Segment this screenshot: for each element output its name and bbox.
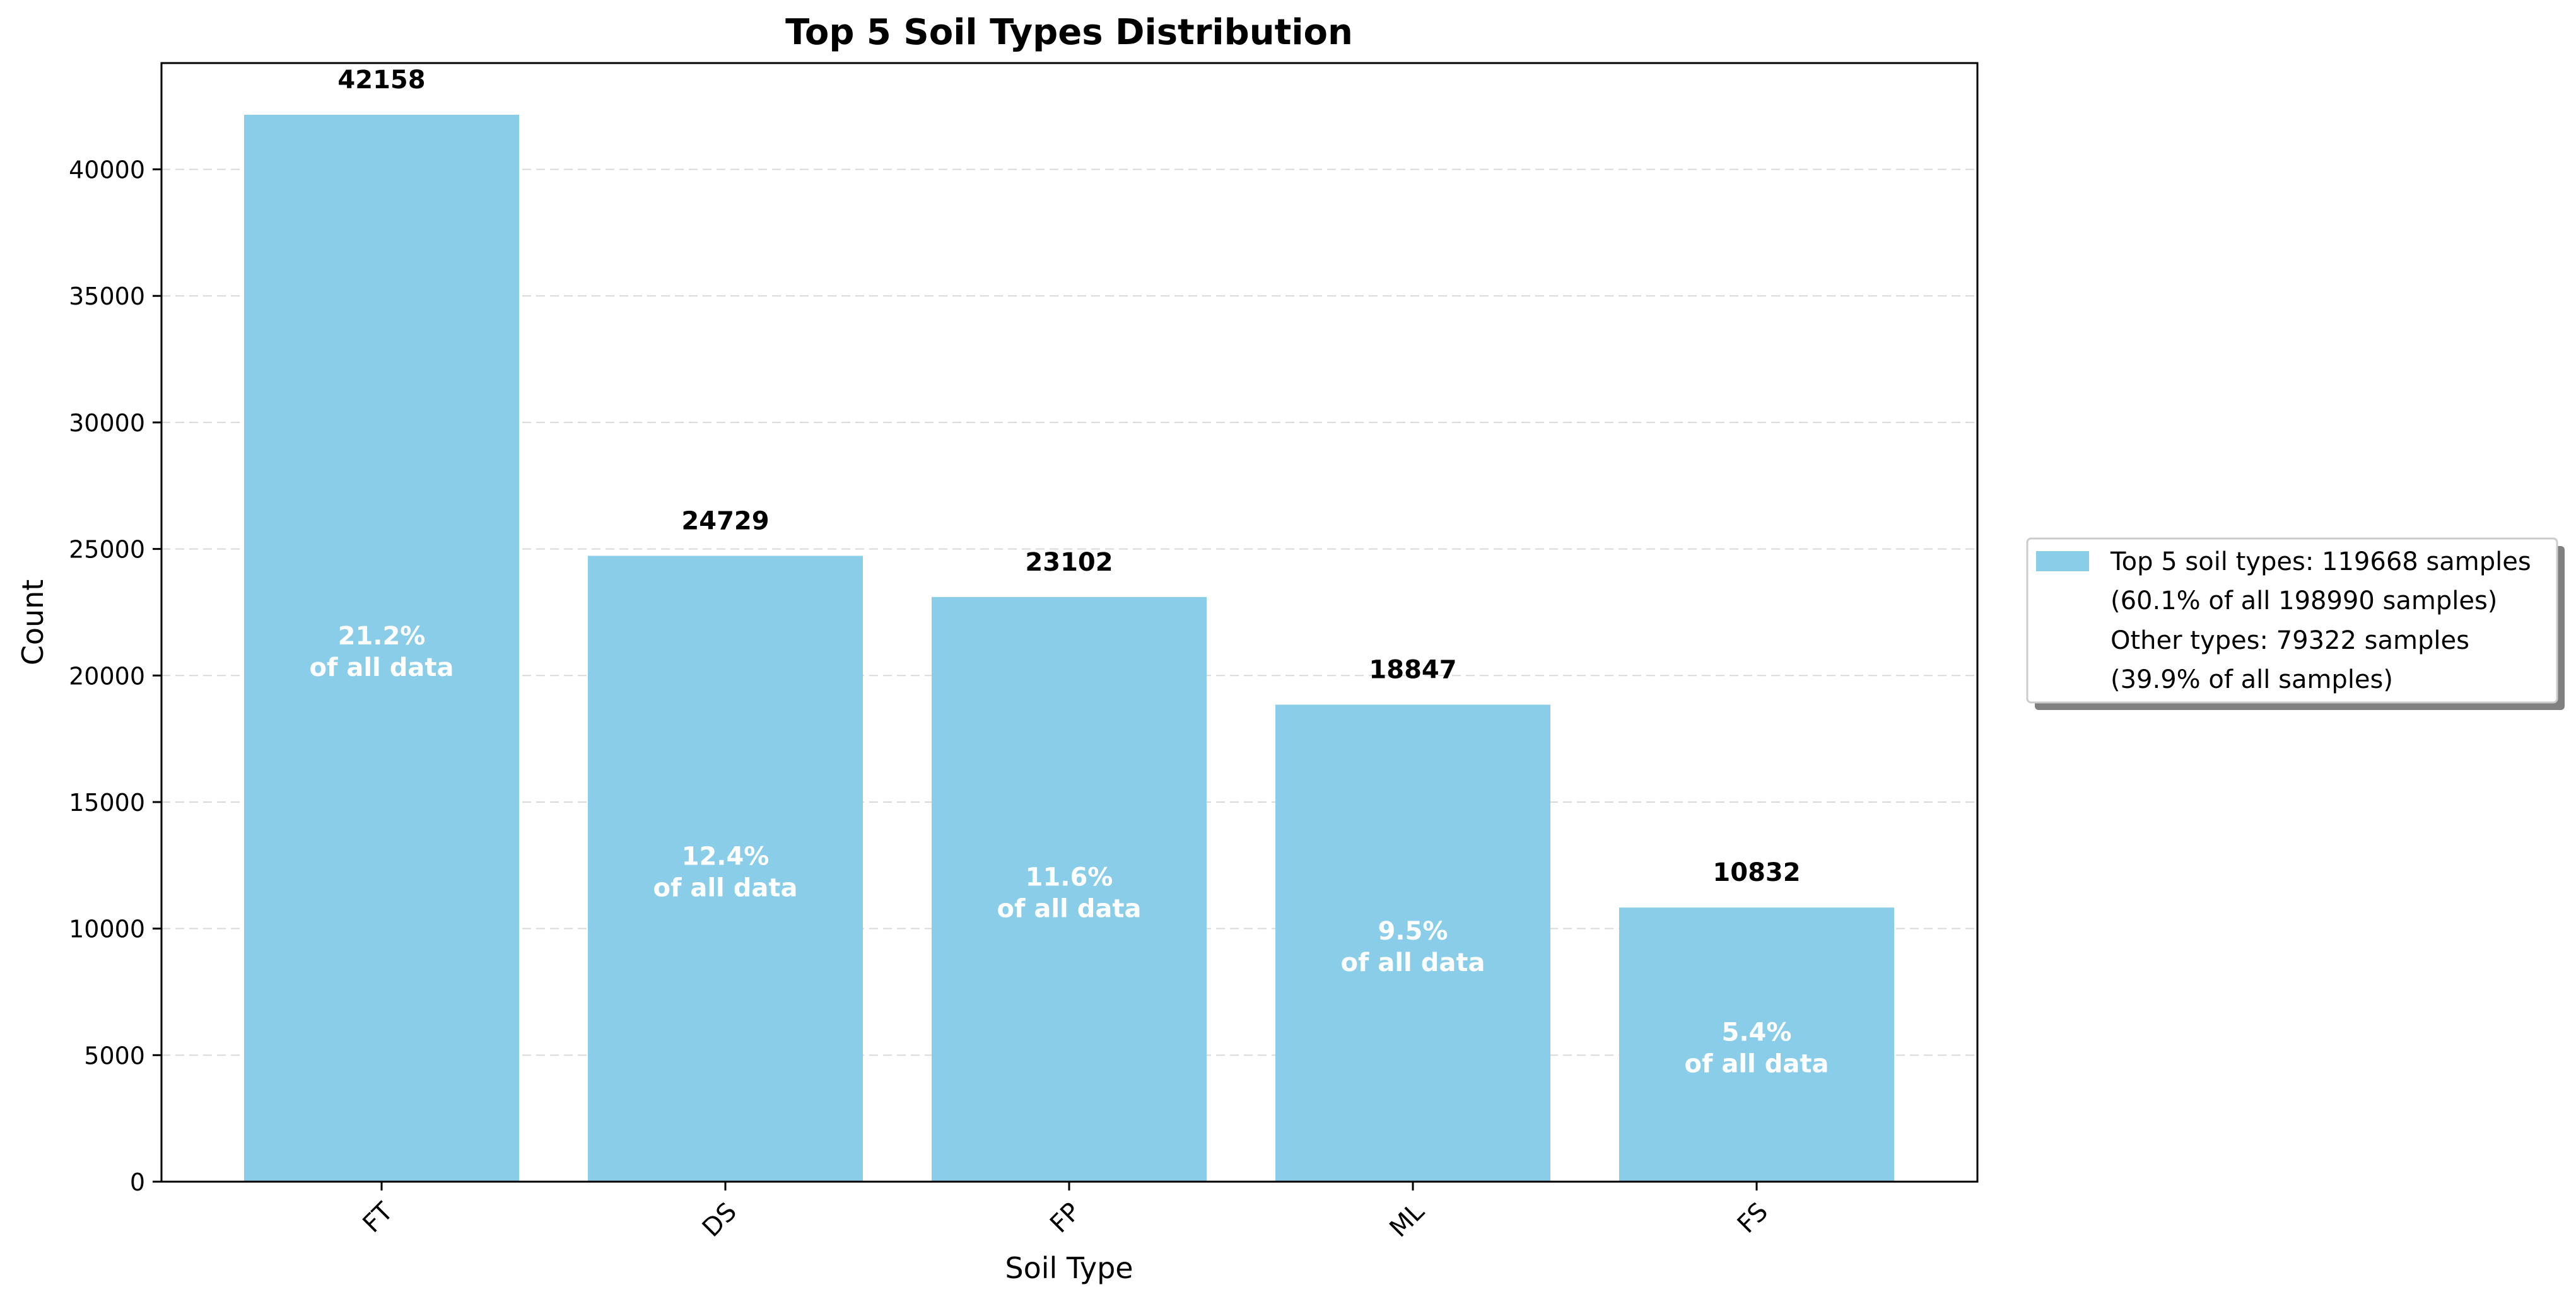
percent-suffix-label: of all data (310, 653, 454, 682)
value-labels: 42158 24729 23102 18847 10832 (337, 66, 1800, 887)
bar-ml (1275, 704, 1550, 1182)
percent-label: 9.5% (1378, 917, 1448, 946)
x-axis-label: Soil Type (1005, 1251, 1133, 1285)
legend-box (2026, 537, 2558, 704)
percent-suffix-label: of all data (1341, 948, 1485, 977)
y-tick-label: 30000 (69, 409, 145, 437)
legend-line-1: Top 5 soil types: 119668 samples (2110, 547, 2531, 576)
y-axis: 0 5000 10000 15000 20000 25000 30000 35000 40000 (69, 156, 161, 1196)
y-tick-label: 10000 (69, 916, 145, 943)
y-tick-label: 25000 (69, 536, 145, 564)
y-tick-label: 15000 (69, 789, 145, 817)
y-tick-label: 40000 (69, 156, 145, 184)
bar-fs (1619, 907, 1894, 1182)
percent-suffix-label: of all data (997, 894, 1142, 923)
bars (244, 114, 1894, 1182)
chart-title: Top 5 Soil Types Distribution (785, 12, 1353, 53)
y-tick-label: 0 (130, 1168, 145, 1196)
bar-fp (932, 597, 1207, 1182)
bar-ft (244, 114, 519, 1182)
y-axis-label: Count (16, 579, 50, 666)
percent-label: 5.4% (1722, 1018, 1792, 1047)
y-tick-label: 5000 (84, 1042, 145, 1069)
value-label: 10832 (1712, 858, 1800, 887)
legend-line-3: Other types: 79322 samples (2111, 626, 2469, 655)
value-label: 24729 (681, 506, 769, 535)
percent-label: 12.4% (682, 842, 770, 871)
value-label: 23102 (1025, 548, 1113, 577)
value-label: 42158 (337, 66, 425, 95)
bar-ds (588, 556, 863, 1182)
legend: Top 5 soil types: 119668 samples (60.1% … (2026, 537, 2565, 710)
percent-label: 11.6% (1026, 863, 1113, 892)
percent-label: 21.2% (338, 622, 426, 651)
legend-swatch (2036, 551, 2089, 571)
legend-line-2: (60.1% of all 198990 samples) (2111, 586, 2497, 615)
value-label: 18847 (1369, 656, 1456, 685)
y-tick-label: 35000 (69, 282, 145, 310)
percent-suffix-label: of all data (1685, 1050, 1829, 1079)
plot-frame (160, 62, 1979, 1183)
y-tick-label: 20000 (69, 662, 145, 690)
percent-suffix-label: of all data (653, 874, 798, 903)
legend-line-4: (39.9% of all samples) (2111, 665, 2393, 694)
